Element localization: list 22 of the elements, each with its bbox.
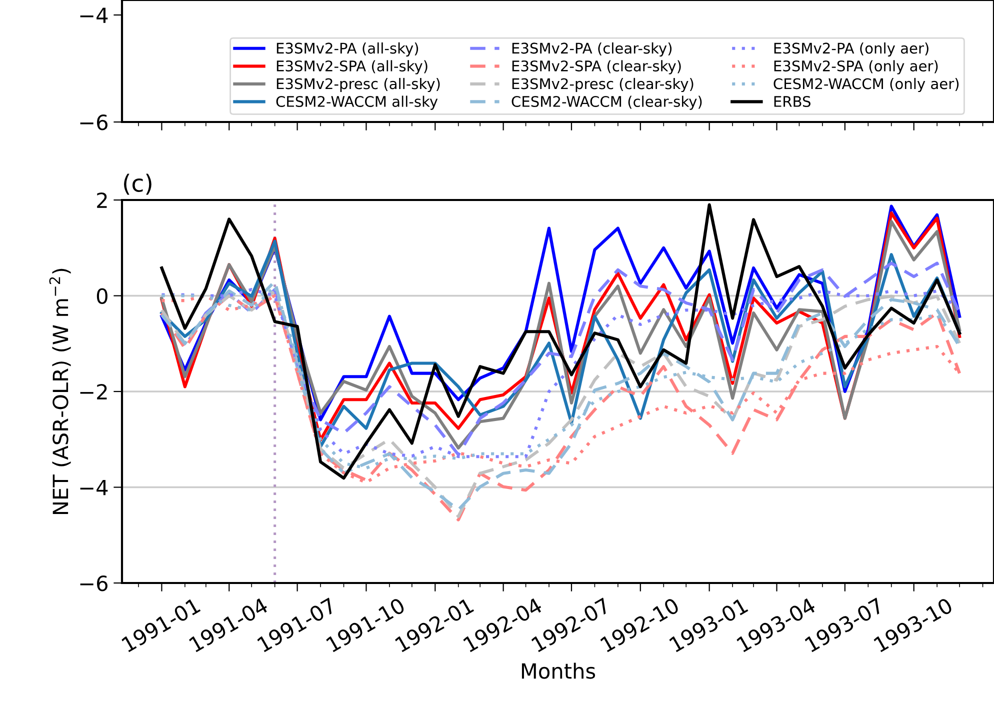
legend-label: E3SMv2-SPA (only aer)	[774, 60, 938, 74]
legend-label: E3SMv2-PA (only aer)	[774, 42, 928, 57]
y-tick-label: 2	[97, 192, 107, 208]
legend-label: CESM2-WACCM (clear-sky)	[512, 96, 702, 110]
y-tick-label: 0	[96, 288, 108, 304]
legend-label: E3SMv2-SPA (all-sky)	[276, 60, 428, 74]
y-tick-label: −4	[80, 480, 108, 496]
legend-label: E3SMv2-SPA (clear-sky)	[512, 60, 681, 74]
legend-label: E3SMv2-PA (all-sky)	[276, 42, 418, 57]
legend-label: CESM2-WACCM (only aer)	[774, 78, 959, 92]
legend-label: CESM2-WACCM all-sky	[276, 96, 438, 110]
legend-label: E3SMv2-presc (clear-sky)	[512, 78, 694, 92]
y-tick-label: −4	[80, 8, 108, 23]
legend-label: E3SMv2-presc (all-sky)	[276, 78, 440, 92]
legend-label: ERBS	[774, 96, 810, 107]
y-tick-label: −6	[80, 575, 108, 592]
legend-label: E3SMv2-PA (clear-sky)	[512, 42, 672, 57]
x-axis-title: Months	[522, 662, 596, 679]
y-axis-title: NET (ASR-OLR) (W m$^{−2}$)	[49, 268, 71, 514]
y-tick-label: −6	[80, 114, 108, 130]
chart-title: (c)	[124, 174, 152, 195]
y-tick-label: −2	[80, 384, 107, 400]
